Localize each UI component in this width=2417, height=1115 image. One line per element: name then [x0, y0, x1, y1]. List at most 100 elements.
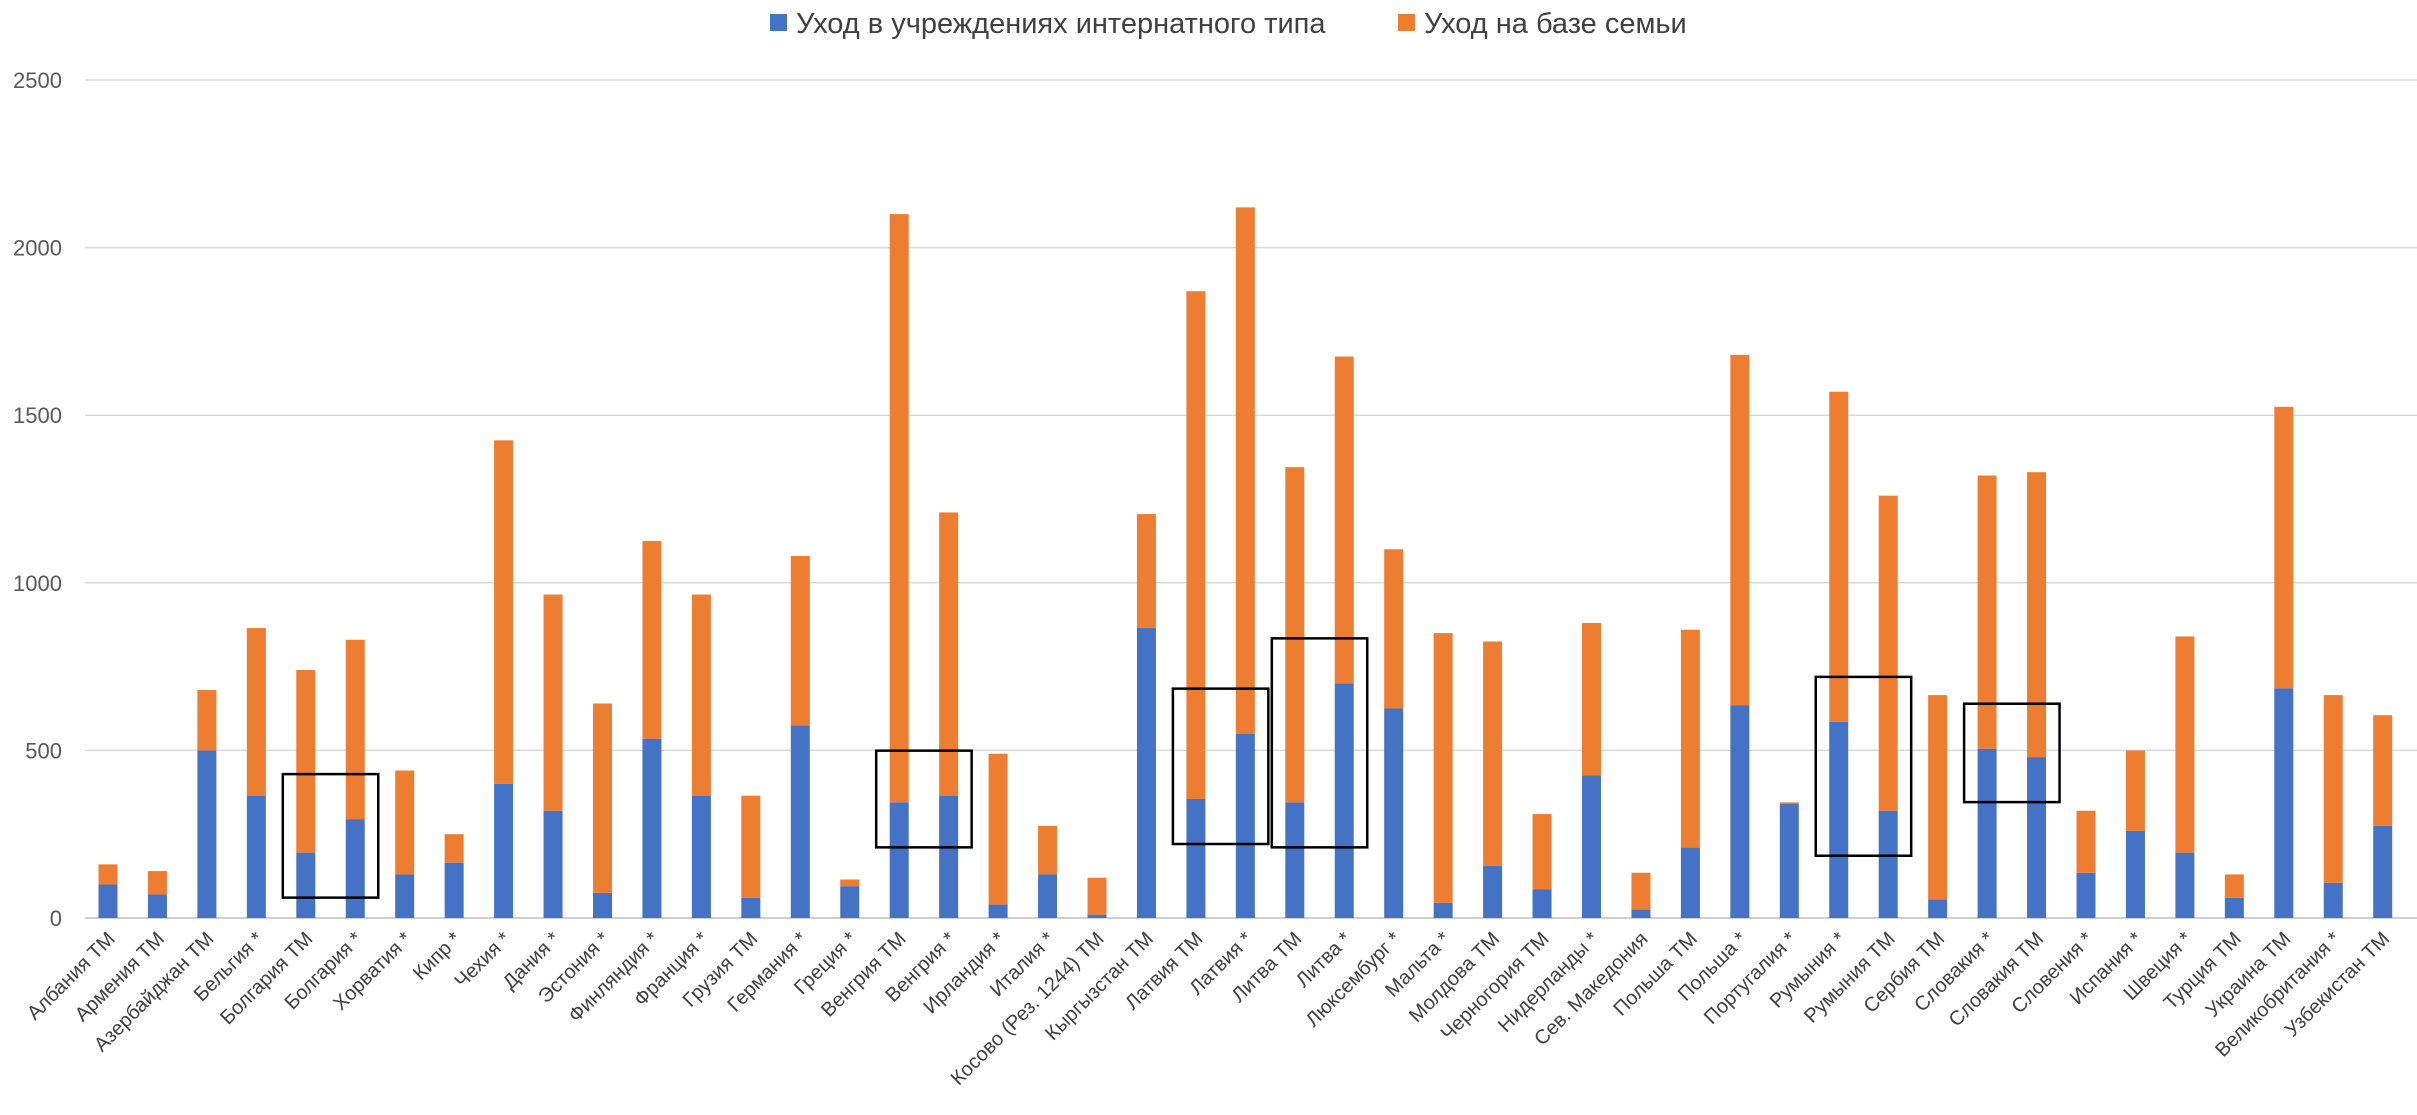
bar-family [1829, 391, 1849, 722]
bar-family [2274, 406, 2294, 689]
bar-institutional [1977, 748, 1997, 918]
bar-family [1928, 695, 1948, 900]
bar-institutional [296, 852, 316, 918]
bar-family [296, 669, 316, 853]
bar-family [1384, 549, 1404, 709]
legend: Уход в учреждениях интернатного типа Уход… [770, 8, 1687, 40]
bar-institutional [197, 750, 217, 918]
bar-family [1779, 802, 1799, 805]
bar-institutional [1829, 721, 1849, 918]
highlight-boxes [281, 637, 2061, 899]
bar-institutional [1285, 802, 1305, 918]
bar-family [988, 753, 1008, 905]
y-tick-label: 2000 [13, 236, 62, 261]
bar-institutional [741, 897, 761, 918]
bar-institutional [1186, 799, 1206, 918]
bar-institutional [1730, 705, 1750, 918]
bar-family [197, 690, 217, 751]
legend-label: Уход в учреждениях интернатного типа [796, 8, 1326, 40]
bar-family [1433, 633, 1453, 903]
bar-institutional [2373, 825, 2393, 918]
bar-institutional [691, 795, 711, 918]
bar-institutional [593, 892, 612, 918]
highlight-box [1962, 702, 2061, 804]
bar-family [1977, 475, 1997, 749]
highlight-box [1270, 637, 1369, 849]
bar-family [790, 555, 810, 726]
highlight-box [1171, 687, 1270, 846]
bar-institutional [1680, 847, 1700, 918]
bar-family [1483, 641, 1503, 867]
bar-family [2027, 472, 2047, 758]
bar-family [1087, 877, 1107, 915]
bar-family [494, 440, 514, 784]
bar-family [1532, 814, 1552, 890]
bar-family [741, 795, 761, 898]
bar-family [147, 871, 167, 895]
bar-family [2175, 636, 2195, 853]
bar-family [1582, 623, 1601, 776]
bar-institutional [2274, 688, 2294, 918]
legend-swatch [770, 14, 787, 31]
bar-family [691, 594, 711, 796]
bar-family [2323, 695, 2343, 883]
bar-family [2224, 874, 2244, 898]
bar-institutional [1631, 909, 1651, 918]
bar-institutional [1384, 708, 1404, 918]
y-tick-label: 1500 [13, 403, 62, 428]
bar-family [1730, 354, 1750, 706]
bar-institutional [2323, 882, 2343, 918]
y-axis-ticks: 0 500 1000 1500 2000 2500 [13, 68, 62, 931]
bar-institutional [2027, 757, 2047, 918]
bar-family [2373, 715, 2393, 826]
bar-institutional [98, 884, 118, 918]
bar-family [939, 512, 959, 796]
bar-institutional [1334, 683, 1354, 918]
bar-family [543, 594, 563, 811]
bar-institutional [1038, 874, 1058, 918]
bar-institutional [988, 904, 1008, 918]
bar-institutional [790, 725, 810, 918]
bar-family [395, 770, 415, 875]
bar-institutional [1928, 899, 1948, 918]
bar-institutional [1779, 804, 1799, 918]
bar-institutional [494, 783, 514, 918]
bar-institutional [444, 862, 464, 918]
bar-institutional [2076, 872, 2096, 918]
bar-institutional [395, 874, 415, 918]
bar-institutional [2125, 830, 2145, 918]
bar-family [642, 540, 662, 739]
y-tick-label: 1000 [13, 571, 62, 596]
bar-institutional [840, 886, 860, 918]
bar-institutional [2175, 852, 2195, 918]
bar-family [840, 879, 860, 887]
bar-family [246, 628, 266, 796]
bar-institutional [889, 802, 909, 918]
bar-family [889, 214, 909, 803]
bar-institutional [1532, 889, 1552, 918]
bar-institutional [642, 738, 662, 918]
y-tick-label: 500 [25, 738, 62, 763]
bar-family [1136, 514, 1156, 629]
bars [98, 207, 2393, 918]
y-tick-label: 0 [50, 906, 62, 931]
bar-institutional [1087, 914, 1107, 918]
y-tick-label: 2500 [13, 68, 62, 93]
bar-family [2076, 810, 2096, 873]
legend-label: Уход на базе семьи [1424, 8, 1687, 40]
bar-institutional [147, 894, 167, 918]
bar-family [444, 834, 464, 863]
bar-institutional [1433, 902, 1453, 918]
highlight-box [874, 749, 973, 849]
bar-family [98, 864, 118, 885]
bar-family [1285, 467, 1305, 803]
bar-family [345, 639, 365, 820]
bar-family [1038, 825, 1058, 875]
bar-family [1631, 872, 1651, 910]
bar-family [1680, 629, 1700, 848]
bar-institutional [1878, 810, 1898, 918]
legend-swatch [1398, 14, 1415, 31]
